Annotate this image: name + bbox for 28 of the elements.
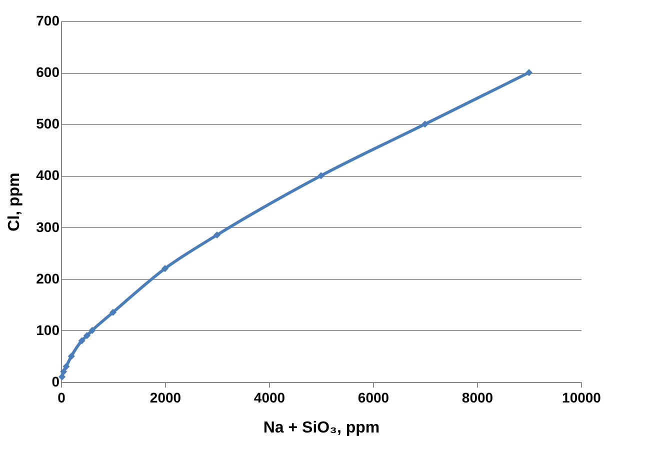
x-tick-label: 10000 (562, 390, 602, 406)
y-tick-label: 600 (36, 64, 60, 80)
y-axis-title: Cl, ppm (6, 172, 24, 232)
y-tick-label: 0 (52, 374, 60, 390)
point (68, 352, 75, 360)
point (213, 231, 221, 239)
point (88, 326, 96, 334)
point (161, 265, 169, 272)
point (317, 172, 325, 180)
point (78, 337, 86, 344)
point (83, 332, 91, 340)
y-tick-label: 500 (36, 116, 60, 132)
y-tick-label: 300 (36, 218, 60, 235)
x-tick-label: 2000 (150, 390, 182, 406)
y-tick-label: 100 (36, 322, 60, 338)
point (60, 368, 68, 376)
y-tick-label: 400 (36, 167, 60, 184)
point (109, 308, 117, 316)
point (58, 373, 66, 380)
point (421, 120, 429, 128)
x-axis-title: Na + SiO₃, ppm (263, 420, 380, 436)
y-tick-label: 200 (36, 270, 60, 286)
point (62, 362, 70, 370)
x-tick-label: 4000 (254, 390, 286, 406)
y-tick-label: 700 (36, 12, 60, 28)
x-tick-label: 8000 (462, 390, 494, 406)
x-tick-label: 6000 (358, 390, 390, 406)
point (525, 69, 533, 76)
